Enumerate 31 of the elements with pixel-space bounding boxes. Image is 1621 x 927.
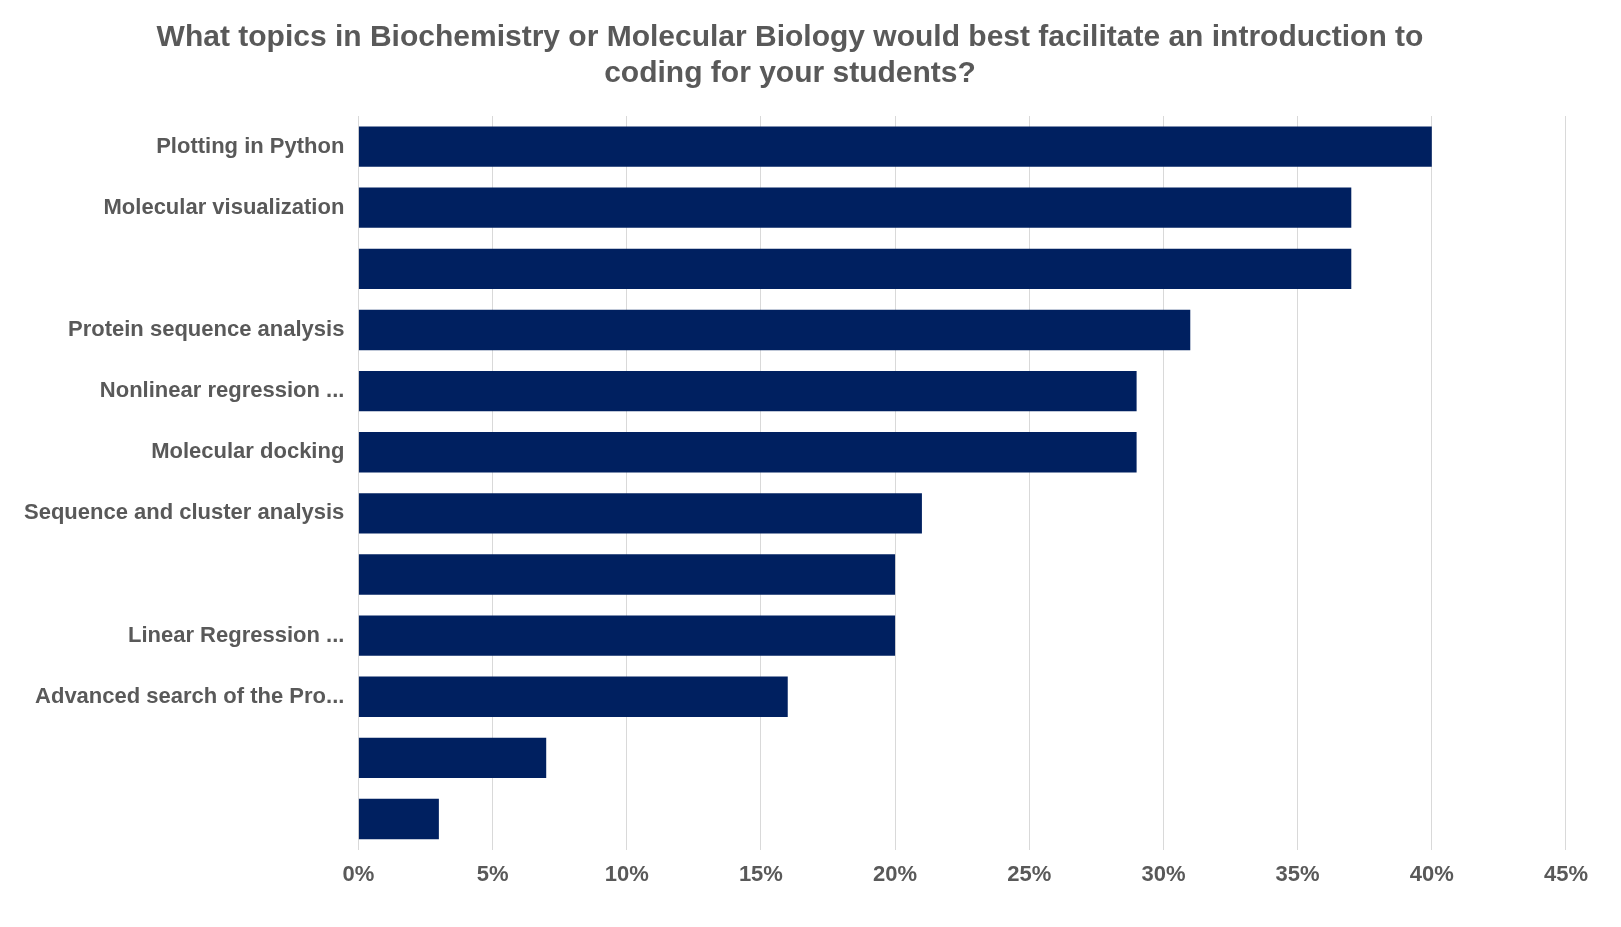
y-tick-label: Plotting in Python [156, 132, 345, 158]
x-tick-label: 0% [342, 860, 375, 886]
bar [358, 370, 1137, 412]
y-tick-label: Advanced search of the Pro... [35, 682, 345, 708]
chart-title: What topics in Biochemistry or Molecular Biology would best facilitate an introduction to coding for your students? [156, 19, 1424, 89]
y-tick-label: Molecular docking [151, 438, 345, 464]
y-tick-label: Molecular visualization [103, 193, 345, 219]
bar [358, 798, 439, 840]
y-tick-label: Protein sequence analysis [68, 316, 345, 342]
x-tick-label: 10% [604, 860, 649, 886]
bar [358, 432, 1137, 473]
x-tick-label: 5% [476, 860, 509, 886]
bar [358, 126, 1432, 167]
bar [358, 187, 1352, 228]
y-tick-label: Sequence and cluster analysis [23, 499, 345, 525]
bar [358, 737, 547, 779]
x-tick-label: 45% [1543, 860, 1589, 886]
bar [358, 676, 788, 717]
x-tick-label: 30% [1141, 860, 1186, 886]
bar [358, 615, 896, 656]
x-tick-label: 20% [873, 860, 918, 886]
y-tick-label: Linear Regression ... [127, 621, 345, 647]
bar [358, 309, 1191, 351]
x-tick-label: 15% [738, 860, 783, 886]
x-tick-label: 35% [1275, 860, 1320, 886]
y-tick-label: Nonlinear regression ... [99, 377, 345, 403]
bar [358, 248, 1352, 290]
x-tick-label: 40% [1409, 860, 1454, 886]
bar [358, 493, 922, 534]
bar [358, 554, 896, 595]
x-tick-label: 25% [1007, 860, 1052, 886]
